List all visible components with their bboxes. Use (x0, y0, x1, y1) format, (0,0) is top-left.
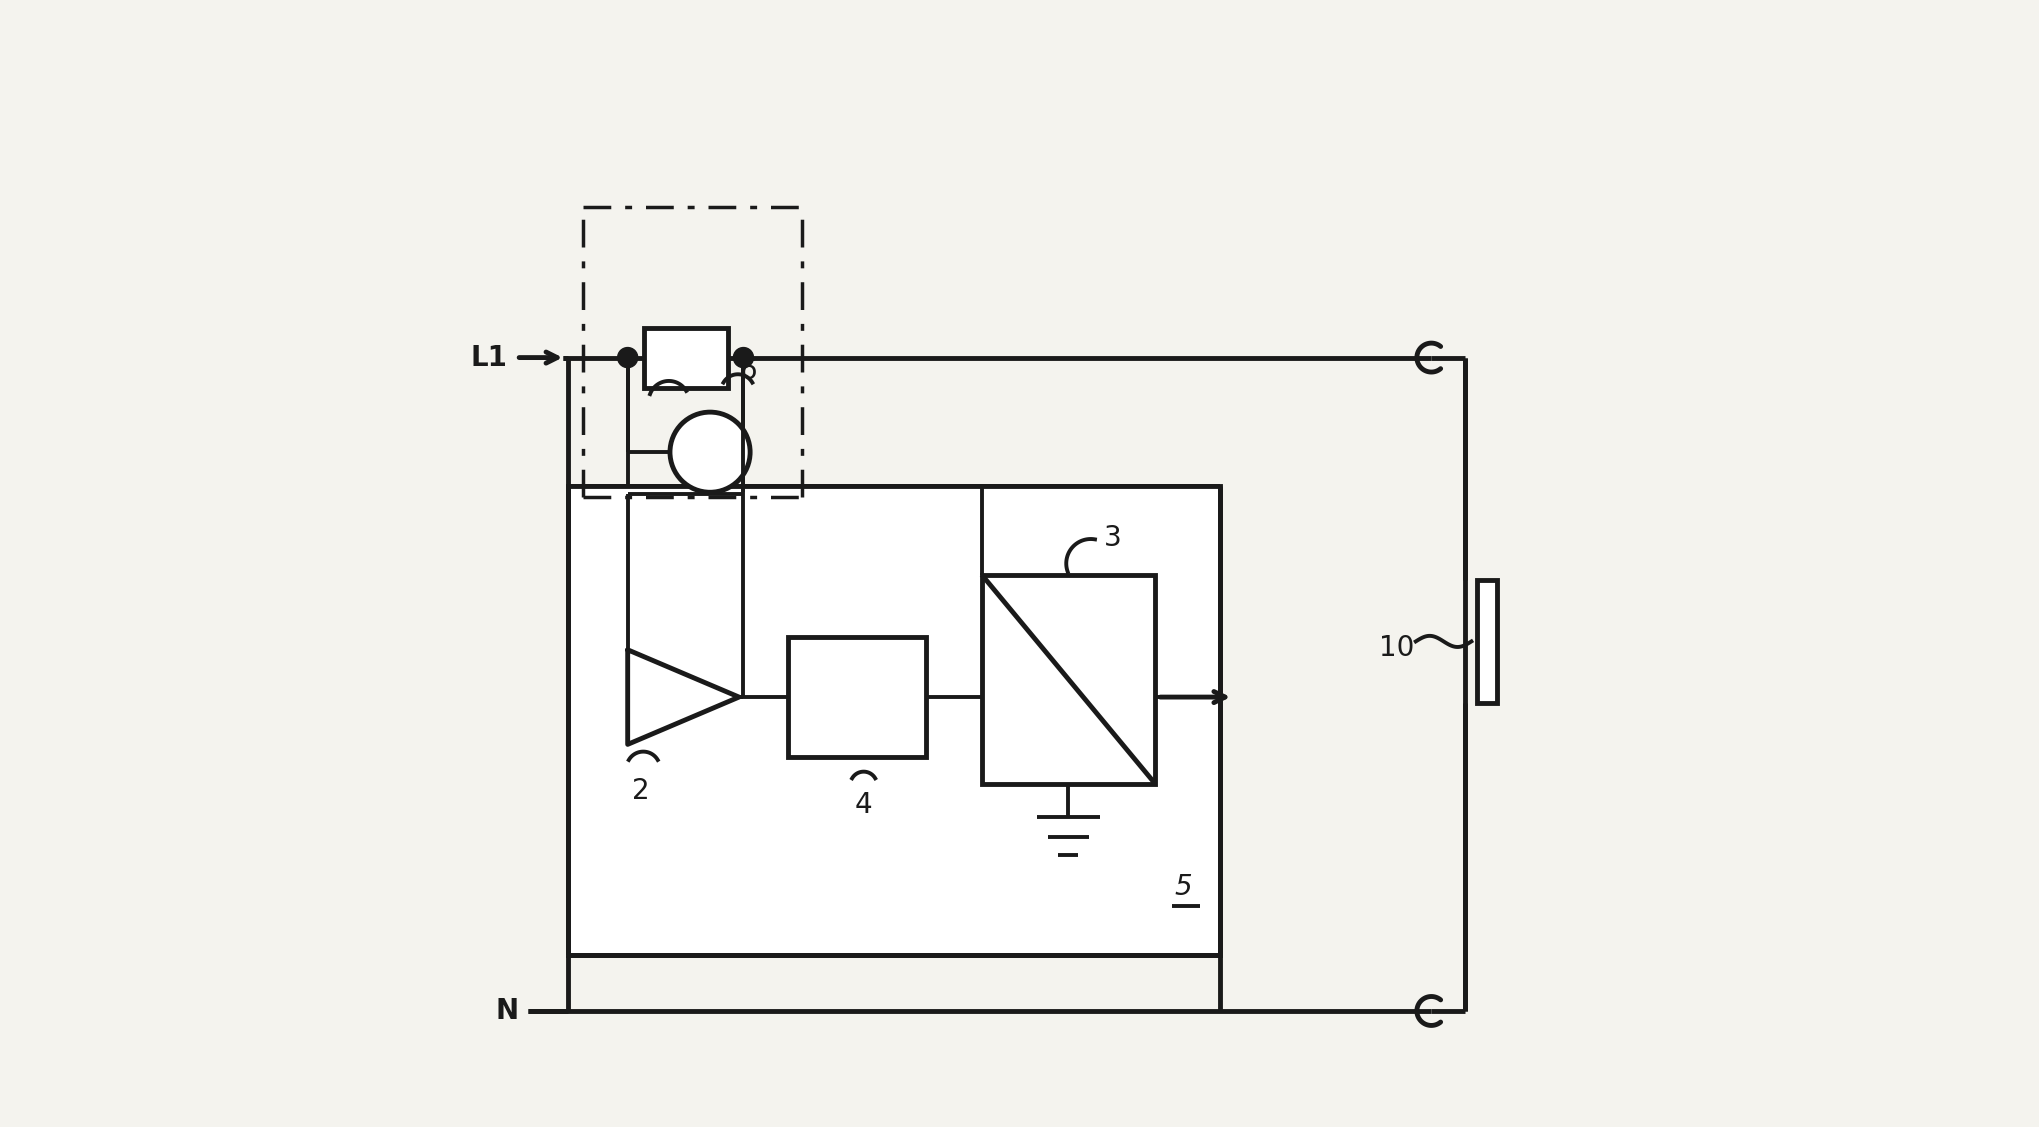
Circle shape (671, 412, 750, 492)
Polygon shape (628, 650, 738, 744)
Text: N: N (495, 997, 518, 1024)
Bar (787, 637, 926, 757)
Bar (1476, 580, 1497, 702)
Text: D: D (1109, 746, 1132, 771)
Bar (981, 575, 1156, 784)
Text: 10: 10 (1378, 635, 1415, 662)
Text: 3: 3 (1103, 524, 1121, 552)
Text: 6: 6 (738, 357, 756, 385)
Bar (567, 486, 1219, 956)
Text: 5: 5 (1174, 872, 1193, 900)
Circle shape (618, 347, 638, 367)
Text: L1: L1 (471, 344, 508, 372)
Text: 4: 4 (854, 790, 873, 818)
Bar (644, 328, 728, 388)
Text: A: A (1005, 588, 1026, 612)
Text: 1: 1 (681, 436, 699, 464)
Circle shape (734, 347, 754, 367)
Text: 2: 2 (632, 778, 650, 805)
